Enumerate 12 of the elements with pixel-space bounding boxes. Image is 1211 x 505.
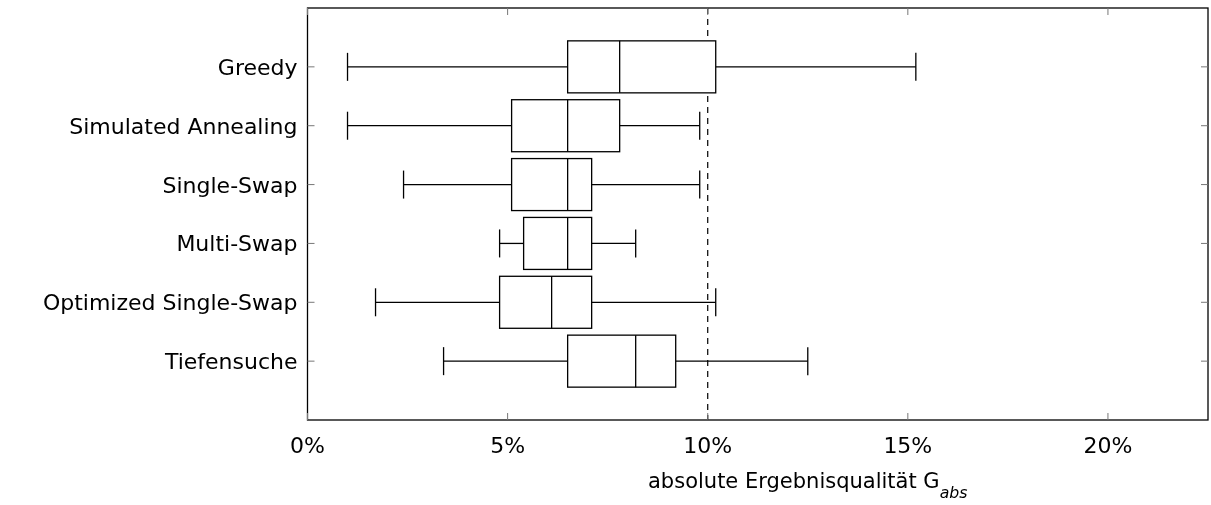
y-tick-label: Tiefensuche [163,349,298,375]
x-tick-label: 0% [290,433,325,458]
x-axis-title: absolute Ergebnisqualität G$_{abs}$ [648,469,968,502]
x-tick-label: 5% [490,433,526,458]
y-tick-label: Single-Swap [162,172,298,198]
y-tick-label: Simulated Annealing [69,113,298,139]
x-tick-label: 10% [683,433,733,458]
x-tick-label: 15% [883,433,933,458]
y-tick-label: Optimized Single-Swap [42,290,298,316]
y-tick-label: Greedy [217,54,298,80]
x-tick-label: 20% [1083,433,1133,458]
y-tick-label: Multi-Swap [176,231,298,257]
